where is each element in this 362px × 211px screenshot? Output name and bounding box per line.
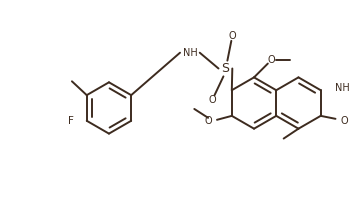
Text: O: O [205,116,212,126]
Text: O: O [340,116,348,126]
Text: F: F [68,116,74,126]
Text: S: S [222,62,230,75]
Text: O: O [268,55,275,65]
Text: O: O [209,95,216,105]
Text: NH: NH [184,48,198,58]
Text: NH: NH [334,83,349,93]
Text: O: O [228,31,236,41]
